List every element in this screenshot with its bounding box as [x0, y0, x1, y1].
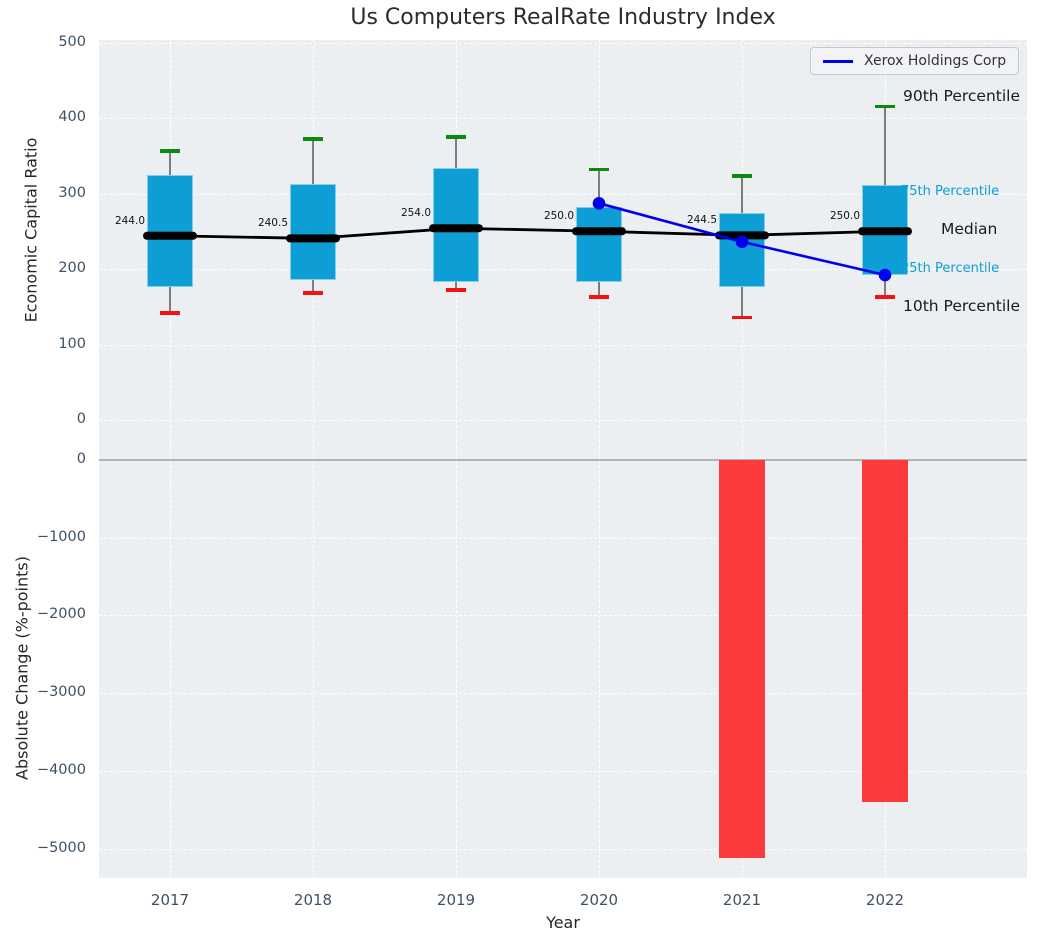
- horizontal-gridline: [99, 118, 1027, 119]
- horizontal-gridline: [99, 193, 1027, 195]
- whisker-cap-90th-2018: [303, 137, 323, 141]
- legend: Xerox Holdings Corp: [810, 47, 1020, 75]
- y-tick-label-top: 300: [58, 184, 86, 201]
- whisker-cap-10th-2020: [589, 295, 609, 299]
- horizontal-gridline: [99, 848, 1027, 850]
- horizontal-gridline: [99, 269, 1027, 270]
- horizontal-gridline: [99, 344, 1027, 346]
- whisker-cap-10th-2017: [160, 310, 180, 315]
- median-value-label-2020: 250.0: [543, 210, 574, 223]
- whisker-cap-10th-2019: [446, 288, 466, 292]
- x-tick-label: 2020: [579, 891, 619, 909]
- legend-line-swatch-icon: [823, 59, 853, 63]
- horizontal-gridline: [99, 537, 1027, 539]
- whisker-cap-90th-2017: [160, 149, 180, 153]
- xerox-marker: [735, 235, 749, 249]
- y-tick-label-bottom: −2000: [36, 606, 86, 623]
- xerox-marker: [878, 268, 892, 282]
- horizontal-gridline: [99, 42, 1027, 44]
- whisker-cap-10th-2022: [875, 295, 895, 299]
- legend-series-label: Xerox Holdings Corp: [864, 53, 1007, 69]
- whisker-cap-90th-2021: [732, 174, 752, 178]
- median-value-label-2018: 240.5: [257, 217, 288, 230]
- y-tick-label-top: 0: [76, 411, 86, 427]
- annotation-10th-percentile: 10th Percentile: [903, 297, 1021, 315]
- zero-baseline: [99, 459, 1027, 461]
- horizontal-gridline: [99, 615, 1027, 617]
- y-axis-label-top: Economic Capital Ratio: [21, 137, 41, 323]
- x-tick-label: 2021: [722, 891, 762, 909]
- chart-title: Us Computers RealRate Industry Index: [350, 5, 776, 30]
- y-tick-label-bottom: −3000: [36, 684, 86, 701]
- y-axis-label-bottom: Absolute Change (%-points): [12, 556, 32, 780]
- y-tick-label-bottom: −5000: [36, 839, 86, 856]
- change-bar-2022: [862, 460, 908, 802]
- median-value-label-2021: 244.5: [686, 214, 717, 227]
- x-tick-label: 2019: [436, 891, 476, 909]
- iqr-box-2020: [576, 207, 622, 282]
- xerox-marker: [592, 197, 606, 210]
- iqr-box-2018: [290, 184, 336, 281]
- annotation-75th-percentile: 75th Percentile: [901, 184, 1000, 199]
- horizontal-gridline: [99, 770, 1027, 772]
- median-connector-line: [169, 226, 886, 240]
- y-tick-label-bottom: 0: [76, 451, 86, 467]
- x-tick-label: 2018: [293, 891, 333, 909]
- median-value-label-2019: 254.0: [400, 207, 431, 220]
- change-bar-2021: [719, 460, 765, 858]
- median-value-label-2017: 244.0: [114, 214, 145, 227]
- whisker-cap-10th-2021: [732, 315, 752, 320]
- x-axis-label: Year: [546, 913, 580, 932]
- whisker-cap-90th-2022: [875, 104, 895, 109]
- annotation-90th-percentile: 90th Percentile: [903, 87, 1021, 105]
- horizontal-gridline: [99, 420, 1027, 421]
- annotation-25th-percentile: 25th Percentile: [901, 261, 1000, 276]
- whisker-cap-10th-2018: [303, 291, 323, 295]
- horizontal-gridline: [99, 693, 1027, 695]
- median-value-label-2022: 250.0: [829, 210, 860, 223]
- annotation-median: Median: [941, 220, 998, 238]
- lines-overlay: [143, 197, 912, 282]
- y-tick-label-top: 100: [58, 335, 86, 352]
- whisker-cap-90th-2020: [589, 167, 609, 172]
- y-tick-label-top: 200: [58, 260, 86, 276]
- iqr-box-2021: [719, 213, 765, 288]
- whisker-cap-90th-2019: [446, 135, 466, 139]
- x-tick-label: 2022: [865, 891, 905, 909]
- y-tick-label-top: 400: [58, 109, 86, 125]
- y-tick-label-bottom: −4000: [36, 761, 86, 778]
- x-tick-label: 2017: [150, 891, 190, 909]
- plot-area: 244.0 240.5 254.0 250.0 244.5 250.0: [99, 40, 1027, 878]
- y-tick-label-bottom: −1000: [36, 528, 86, 545]
- y-tick-label-top: 500: [58, 33, 86, 50]
- iqr-box-2017: [147, 175, 193, 288]
